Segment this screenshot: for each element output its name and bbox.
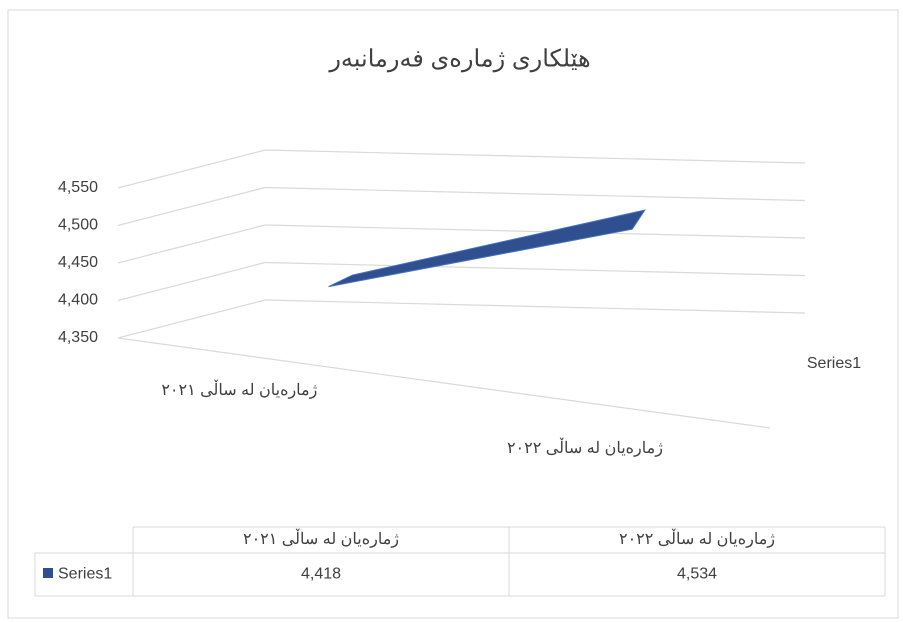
line-ribbon bbox=[328, 209, 646, 288]
back-grid-line bbox=[264, 186, 806, 202]
side-grid-line bbox=[117, 224, 266, 264]
y-tick-label: 4,400 bbox=[58, 292, 98, 309]
y-tick-label: 4,550 bbox=[58, 179, 98, 196]
y-tick-label: 4,350 bbox=[58, 329, 98, 346]
side-grid-line bbox=[117, 149, 266, 189]
back-grid-line bbox=[264, 149, 806, 164]
x-tick-label: ژمارەیان لە ساڵی ٢٠٢٢ bbox=[507, 437, 663, 457]
table-header: ژمارەیان لە ساڵی ٢٠٢٢ bbox=[619, 528, 775, 548]
y-tick-label: 4,500 bbox=[58, 217, 98, 234]
table-value: 4,534 bbox=[677, 566, 717, 583]
table-series-label: Series1 bbox=[58, 566, 112, 583]
legend-label: Series1 bbox=[807, 355, 861, 372]
table-value: 4,418 bbox=[301, 566, 341, 583]
x-tick-label: ژمارەیان لە ساڵی ٢٠٢١ bbox=[161, 379, 317, 399]
back-grid-line bbox=[264, 261, 806, 277]
chart-area bbox=[7, 9, 899, 619]
floor-edge bbox=[117, 337, 771, 429]
chart-title: هێلکاری ژمارەی فەرمانبەر bbox=[328, 45, 590, 72]
table-header: ژمارەیان لە ساڵی ٢٠٢١ bbox=[243, 528, 399, 548]
side-grid-line bbox=[117, 261, 266, 302]
back-grid-line bbox=[264, 224, 806, 239]
back-grid-line bbox=[264, 299, 806, 314]
legend-swatch bbox=[43, 568, 53, 578]
side-grid-line bbox=[117, 186, 266, 227]
side-grid-line bbox=[117, 299, 266, 339]
y-tick-label: 4,450 bbox=[58, 254, 98, 271]
